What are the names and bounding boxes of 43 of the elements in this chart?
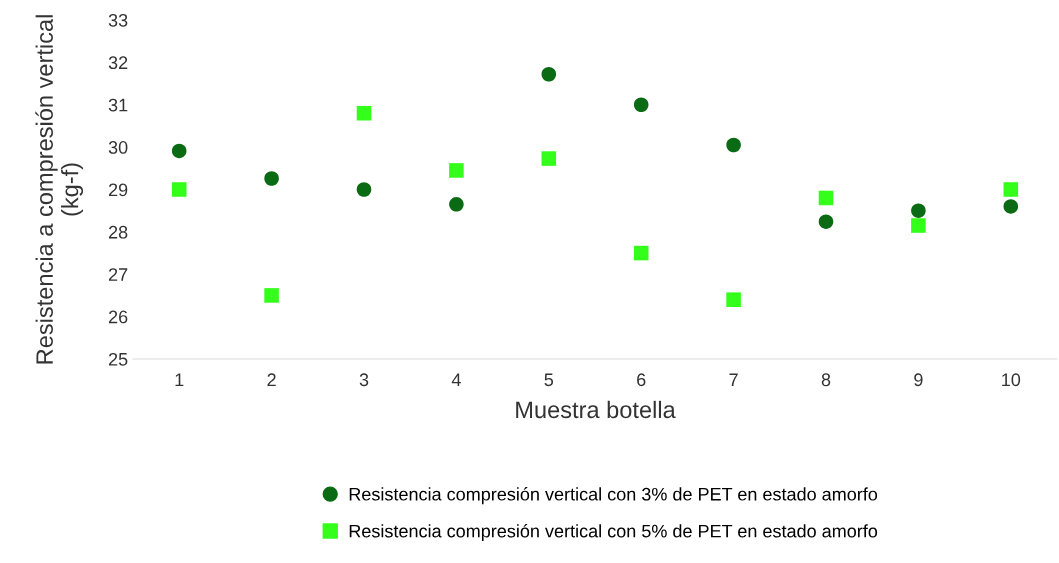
x-tick-label: 2 bbox=[267, 373, 276, 386]
point bbox=[449, 163, 464, 178]
x-tick-label: 1 bbox=[175, 373, 184, 386]
point bbox=[171, 182, 187, 197]
x-tick-label: 7 bbox=[729, 373, 738, 386]
y-tick-label: 29 bbox=[108, 183, 128, 197]
point bbox=[356, 182, 372, 197]
y-tick-label: 32 bbox=[108, 56, 128, 70]
point bbox=[264, 288, 279, 303]
y-tick-label: 28 bbox=[108, 225, 128, 239]
x-tick-label: 3 bbox=[359, 373, 369, 387]
point bbox=[818, 190, 834, 206]
point bbox=[1003, 199, 1019, 214]
point bbox=[633, 97, 649, 113]
x-axis-title: Muestra botella bbox=[516, 400, 676, 419]
point bbox=[633, 245, 649, 261]
y-tick-label: 30 bbox=[108, 141, 128, 154]
point bbox=[541, 151, 557, 166]
point bbox=[264, 171, 279, 186]
x-tick-label: 6 bbox=[637, 373, 646, 387]
point bbox=[726, 292, 741, 307]
point bbox=[541, 66, 557, 82]
point bbox=[356, 105, 372, 121]
point bbox=[911, 218, 926, 233]
y-axis-title: Resistencia a compresión vertical (kg-f) bbox=[35, 15, 84, 364]
x-tick-label: 4 bbox=[451, 373, 461, 386]
y-tick-label: 25 bbox=[108, 352, 128, 366]
point bbox=[726, 137, 741, 153]
y-tick-label: 27 bbox=[108, 268, 128, 281]
point bbox=[911, 203, 926, 218]
y-tick-label: 33 bbox=[108, 13, 128, 27]
x-tick-label: 10 bbox=[1002, 373, 1021, 387]
point bbox=[171, 143, 187, 159]
x-tick-label: 9 bbox=[914, 373, 923, 387]
y-tick-label: 31 bbox=[108, 98, 128, 112]
x-tick-label: 8 bbox=[821, 373, 831, 387]
x-tick-label: 5 bbox=[544, 373, 554, 387]
legend-label: Resistencia compresión vertical con 5% de PET en estado amorfo bbox=[349, 524, 878, 542]
y-tick-label: 26 bbox=[108, 310, 128, 324]
point bbox=[818, 214, 834, 229]
legend-label: Resistencia compresión vertical con 3% de PET en estado amorfo bbox=[349, 487, 878, 505]
point bbox=[1003, 182, 1019, 197]
point bbox=[449, 197, 464, 212]
